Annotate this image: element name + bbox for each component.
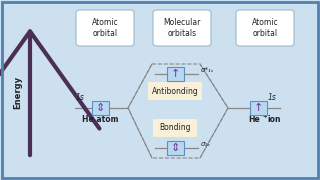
Text: 1s: 1s [76, 93, 85, 102]
Text: ↑: ↑ [170, 69, 180, 79]
Text: ion: ion [267, 115, 281, 124]
Text: Atomic
orbital: Atomic orbital [252, 18, 278, 38]
Text: He: He [248, 115, 260, 124]
Text: He atom: He atom [82, 115, 118, 124]
FancyBboxPatch shape [148, 82, 202, 100]
Text: Antibonding: Antibonding [152, 87, 198, 96]
Text: ⇕: ⇕ [170, 143, 180, 153]
Text: 1s: 1s [267, 93, 276, 102]
Text: ↑: ↑ [253, 103, 263, 113]
Text: Bonding: Bonding [159, 123, 191, 132]
Text: +: + [262, 114, 267, 119]
FancyBboxPatch shape [153, 10, 211, 46]
Text: σ₁ₛ: σ₁ₛ [201, 141, 211, 147]
FancyBboxPatch shape [236, 10, 294, 46]
FancyBboxPatch shape [76, 10, 134, 46]
FancyBboxPatch shape [166, 141, 183, 155]
Text: Molecular
orbitals: Molecular orbitals [163, 18, 201, 38]
Text: σ*₁ₛ: σ*₁ₛ [201, 67, 214, 73]
FancyBboxPatch shape [250, 101, 267, 115]
FancyBboxPatch shape [166, 67, 183, 81]
Text: Energy: Energy [13, 75, 22, 109]
Text: Atomic
orbital: Atomic orbital [92, 18, 118, 38]
Text: ⇕: ⇕ [95, 103, 105, 113]
FancyBboxPatch shape [92, 101, 108, 115]
FancyBboxPatch shape [153, 119, 197, 137]
